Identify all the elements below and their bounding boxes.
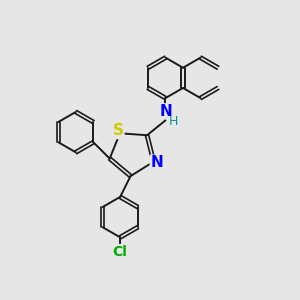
Text: N: N (160, 104, 172, 119)
Text: S: S (113, 123, 124, 138)
Text: N: N (150, 155, 163, 170)
Text: H: H (169, 115, 178, 128)
Text: Cl: Cl (113, 244, 128, 259)
